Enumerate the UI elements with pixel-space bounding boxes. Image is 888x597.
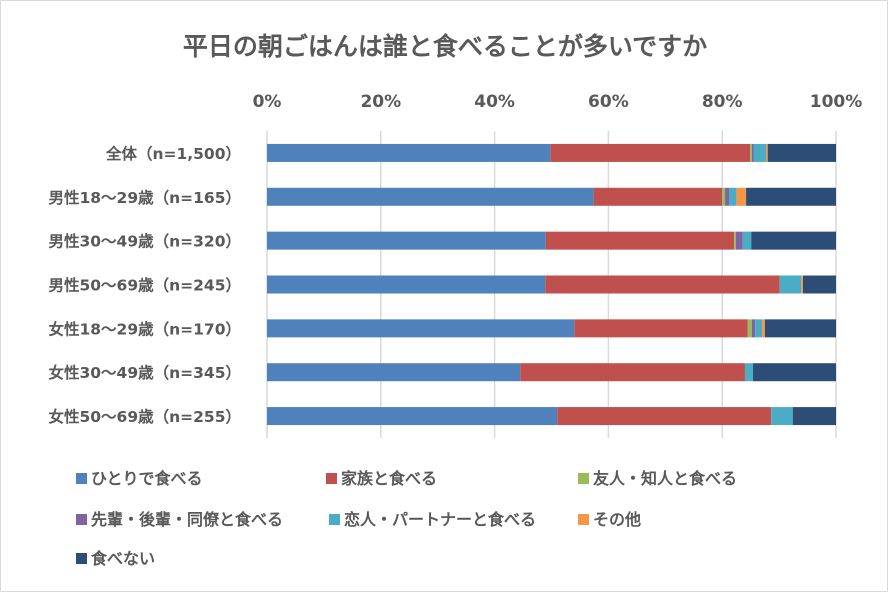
legend-item: その他	[578, 510, 641, 529]
legend-item: 友人・知人と食べる	[578, 469, 737, 488]
legend-label: 友人・知人と食べる	[593, 469, 737, 488]
bar-segment	[267, 275, 546, 294]
bar-segment	[735, 231, 743, 250]
bar-segment	[267, 187, 594, 206]
category-label: 全体（n=1,500）	[105, 144, 241, 163]
bar-segment	[762, 319, 765, 338]
bar-segment	[747, 319, 752, 338]
bar-segment	[267, 319, 575, 338]
legend-marker	[329, 514, 340, 525]
bar-segment	[751, 319, 756, 338]
bar-segment	[755, 319, 763, 338]
category-label: 男性30～49歳（n=320）	[48, 232, 241, 251]
bar-segment	[267, 407, 558, 426]
bar-segment	[750, 143, 752, 162]
legend-marker	[76, 514, 87, 525]
legend-marker	[578, 473, 589, 484]
bar-segment	[792, 407, 836, 426]
legend-item: 恋人・パートナーと食べる	[329, 510, 536, 529]
bar-segment	[764, 319, 836, 338]
bar-segment	[267, 363, 521, 382]
category-label: 女性18～29歳（n=170）	[48, 319, 241, 338]
legend-marker	[578, 514, 589, 525]
bar-segment	[752, 363, 836, 382]
legend-label: 食べない	[90, 549, 155, 568]
legend-marker	[76, 473, 87, 484]
bar-segment	[753, 143, 767, 162]
bar-segment	[267, 143, 551, 162]
legend-label: 恋人・パートナーと食べる	[344, 510, 536, 529]
bar-segment	[545, 275, 780, 294]
bar-segment	[771, 407, 793, 426]
bar-segment	[767, 143, 836, 162]
bar-segment	[545, 231, 735, 250]
bar-segment	[267, 231, 546, 250]
category-label: 男性18～29歳（n=165）	[48, 188, 241, 207]
x-tick-label: 0%	[253, 92, 282, 112]
category-label: 男性50～69歳（n=245）	[48, 276, 241, 295]
category-label: 女性50～69歳（n=255）	[48, 407, 241, 426]
bar-segment	[751, 143, 754, 162]
bar-segment	[557, 407, 772, 426]
legend-item: 家族と食べる	[326, 469, 437, 488]
chart-title: 平日の朝ごはんは誰と食べることが多いですか	[183, 32, 707, 61]
legend-item: 食べない	[76, 549, 155, 568]
legend-label: 先輩・後輩・同僚と食べる	[91, 510, 283, 529]
bar-segment	[550, 143, 751, 162]
bar-segment	[520, 363, 745, 382]
bar-segment	[744, 363, 753, 382]
bar-segment	[734, 231, 736, 250]
bar-segment	[751, 231, 836, 250]
bar-segment	[574, 319, 748, 338]
bar-segment	[766, 143, 768, 162]
legend-item: ひとりで食べる	[76, 469, 203, 488]
bar-segment	[746, 187, 836, 206]
legend-marker	[76, 553, 87, 564]
legend-item: 先輩・後輩・同僚と食べる	[76, 510, 283, 529]
x-tick-label: 20%	[360, 92, 401, 112]
x-tick-label: 60%	[588, 92, 629, 112]
x-tick-label: 40%	[474, 92, 515, 112]
legend-label: その他	[593, 510, 641, 529]
bar-segment	[593, 187, 723, 206]
bar-segment	[742, 231, 752, 250]
bar-segment	[725, 187, 730, 206]
legend-marker	[326, 473, 337, 484]
x-tick-label: 80%	[702, 92, 743, 112]
bar-segment	[802, 275, 836, 294]
legend-label: 家族と食べる	[341, 469, 437, 488]
bar-segment	[722, 187, 726, 206]
bar-segment	[801, 275, 803, 294]
category-label: 女性30～49歳（n=345）	[48, 363, 241, 382]
bar-segment	[779, 275, 802, 294]
bar-segment	[729, 187, 737, 206]
x-tick-label: 100%	[810, 92, 863, 112]
bar-segment	[736, 187, 747, 206]
legend-label: ひとりで食べる	[91, 469, 203, 488]
